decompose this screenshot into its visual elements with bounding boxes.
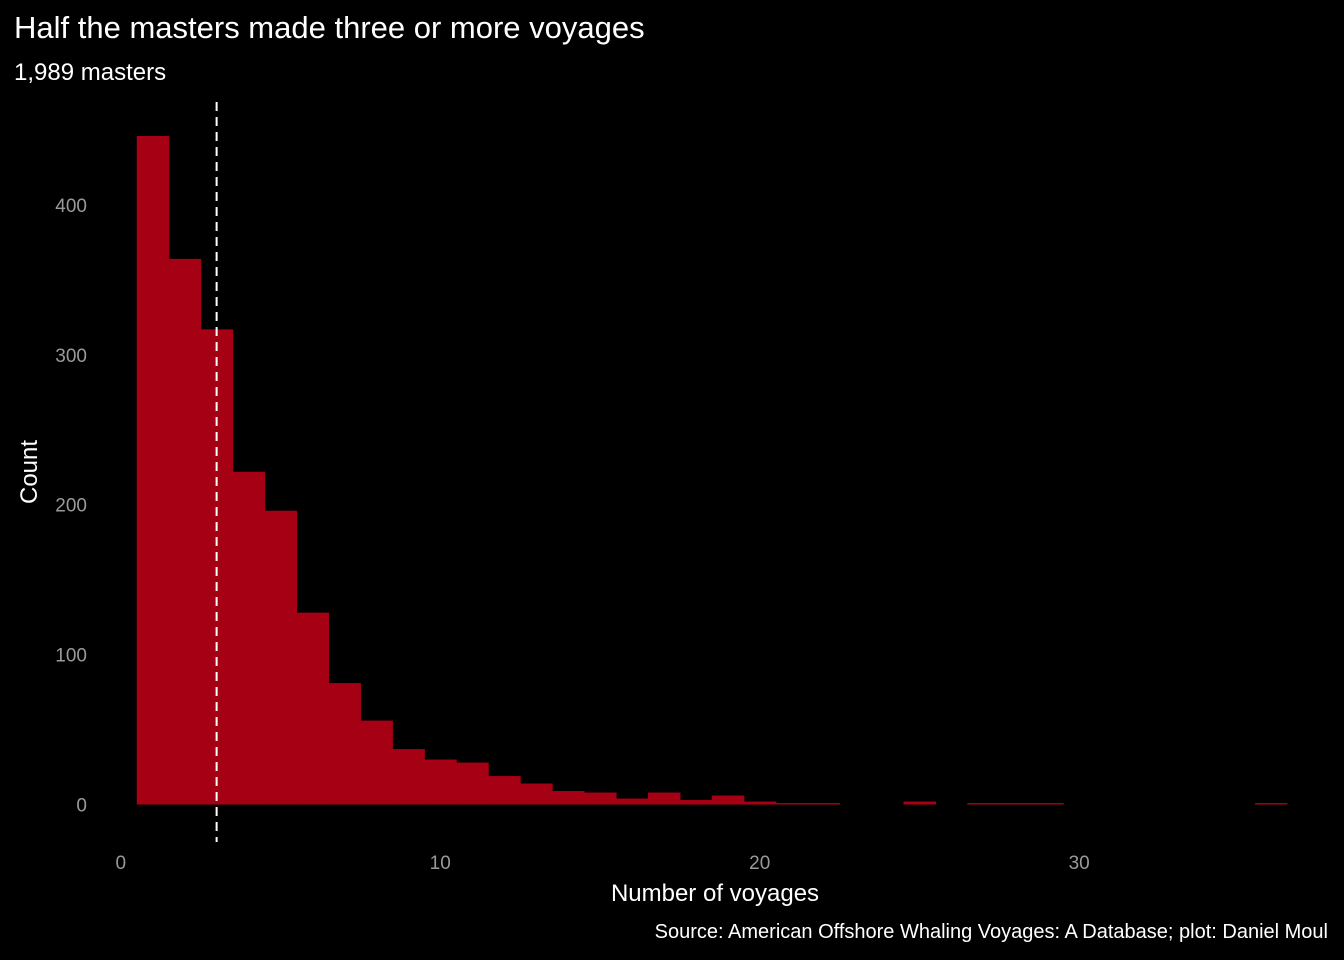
histogram-bars <box>136 135 1288 805</box>
histogram-bar <box>424 759 457 805</box>
histogram-bar <box>1031 803 1064 805</box>
x-tick-label: 0 <box>115 853 126 874</box>
histogram-bar <box>903 801 936 805</box>
histogram-bar <box>743 801 777 805</box>
y-tick-label: 200 <box>55 496 87 517</box>
chart-title: Half the masters made three or more voya… <box>14 10 645 45</box>
histogram-bar <box>679 800 713 805</box>
histogram-bar <box>967 803 1000 805</box>
histogram-bar <box>296 612 330 805</box>
histogram-bar <box>232 471 266 805</box>
y-axis-ticks: 0 100 200 300 400 <box>55 196 87 817</box>
histogram-bar <box>552 791 585 805</box>
x-axis-ticks: 0 10 20 30 <box>115 853 1089 874</box>
x-tick-label: 30 <box>1069 853 1090 874</box>
y-tick-label: 300 <box>55 346 87 367</box>
histogram-bar <box>520 783 553 805</box>
chart-subtitle: 1,989 masters <box>14 59 167 86</box>
histogram-bar <box>647 792 681 805</box>
histogram-bar <box>168 258 202 805</box>
histogram-bar <box>328 683 361 805</box>
y-tick-label: 100 <box>55 646 87 667</box>
histogram-bar <box>360 720 393 805</box>
x-tick-label: 20 <box>749 853 770 874</box>
histogram-bar <box>999 803 1032 805</box>
histogram-bar <box>775 803 809 805</box>
chart-caption: Source: American Offshore Whaling Voyage… <box>654 921 1328 943</box>
histogram-bar <box>136 135 170 805</box>
y-axis-title: Count <box>16 440 43 504</box>
x-axis-title: Number of voyages <box>611 880 819 907</box>
histogram-bar <box>456 762 489 805</box>
histogram-bar <box>1254 803 1288 805</box>
histogram-bar <box>807 803 841 805</box>
x-tick-label: 10 <box>430 853 451 874</box>
histogram-bar <box>488 776 521 805</box>
histogram-bar <box>583 792 617 805</box>
histogram-bar <box>615 798 649 805</box>
histogram-bar <box>264 510 298 805</box>
y-tick-label: 400 <box>55 196 87 217</box>
histogram-bar <box>711 795 745 805</box>
y-tick-label: 0 <box>76 796 87 817</box>
histogram-bar <box>392 749 425 805</box>
